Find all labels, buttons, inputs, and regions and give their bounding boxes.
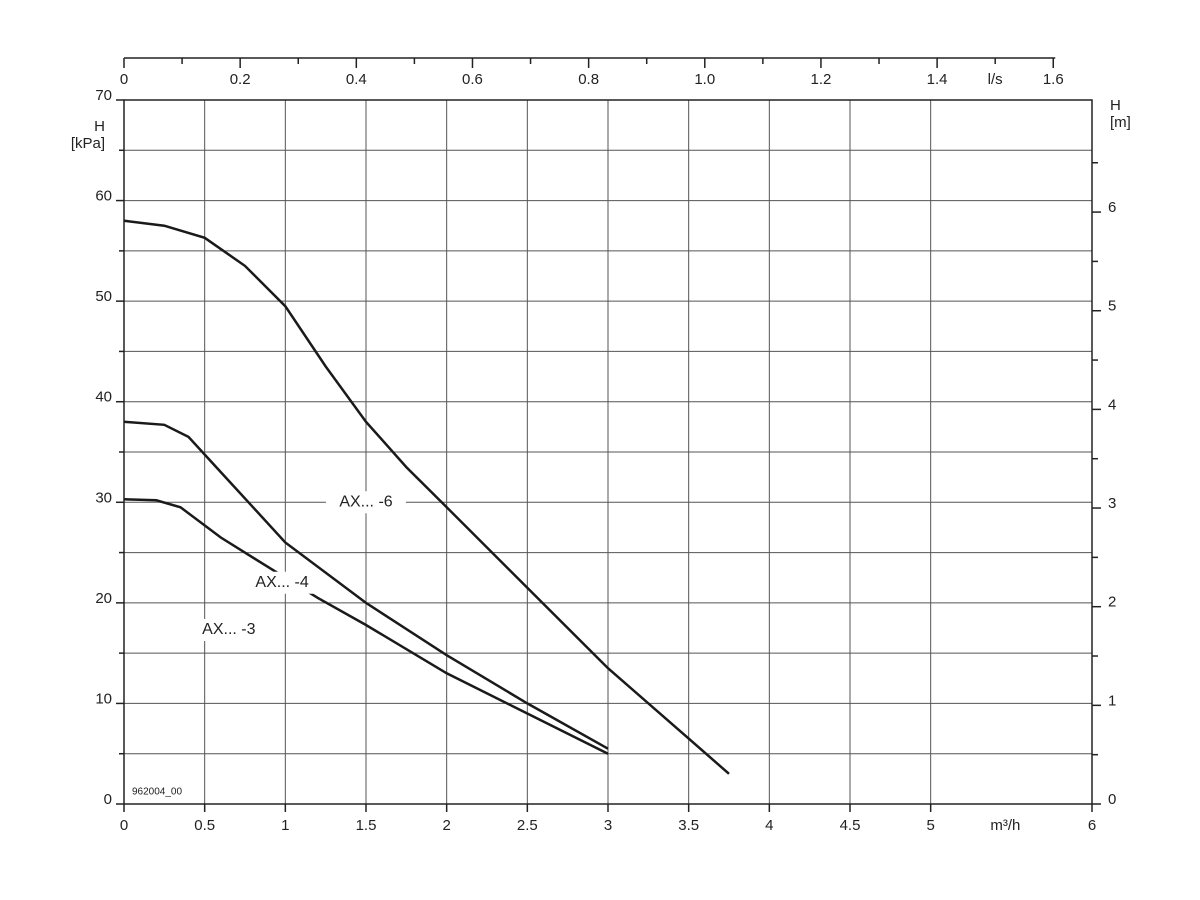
series-label: AX... -6	[339, 494, 392, 511]
plot-frame	[123, 99, 1093, 805]
x2-tick-label: 1.4	[927, 71, 948, 88]
x-tick-label: 4.5	[840, 817, 861, 834]
y-tick-label: 30	[95, 489, 112, 506]
y-tick-label: 0	[104, 791, 112, 808]
y2-tick-label: 0	[1108, 791, 1116, 808]
curve	[123, 420, 609, 750]
x-tick-label: 3.5	[678, 817, 699, 834]
label-bg	[188, 619, 269, 642]
y2-axis-label: [m]	[1110, 114, 1131, 131]
y-tick-label: 10	[95, 690, 112, 707]
series-label: AX... -4	[255, 574, 308, 591]
x-tick-label: 0	[120, 817, 128, 834]
x2-tick-label: 0.6	[462, 71, 483, 88]
x-tick-label: 5	[926, 817, 934, 834]
y-tick-label: 40	[95, 389, 112, 406]
y-tick-label: 60	[95, 188, 112, 205]
y-axis-label: H	[94, 118, 105, 135]
x-tick-label: 0.5	[194, 817, 215, 834]
label-bg	[326, 491, 406, 514]
x-tick-label: 1.5	[356, 817, 377, 834]
y-tick-label: 70	[95, 87, 112, 104]
x-tick-label: 6	[1088, 817, 1096, 834]
y2-tick-label: 1	[1108, 692, 1116, 709]
y2-axis-label: H	[1110, 97, 1121, 114]
y2-tick-label: 5	[1108, 298, 1116, 315]
y-axis-label: [kPa]	[71, 135, 105, 152]
x2-tick-label: 0.2	[230, 71, 251, 88]
y2-tick-label: 3	[1108, 495, 1116, 512]
x2-tick-label: 1.0	[694, 71, 715, 88]
series-label: AX... -3	[202, 621, 255, 638]
y-tick-label: 20	[95, 590, 112, 607]
x-tick-label: 2	[442, 817, 450, 834]
curve	[123, 219, 730, 775]
label-bg	[242, 571, 323, 594]
annotation: 962004_00	[132, 787, 182, 798]
x2-tick-label: 0.4	[346, 71, 367, 88]
x-axis-label: m³/h	[990, 817, 1020, 834]
y2-tick-label: 6	[1108, 199, 1116, 216]
x2-tick-label: 1.2	[811, 71, 832, 88]
y2-tick-label: 4	[1108, 396, 1116, 413]
x-tick-label: 4	[765, 817, 773, 834]
x2-tick-label: 0	[120, 71, 128, 88]
y2-tick-label: 2	[1108, 594, 1116, 611]
x2-axis-label: l/s	[988, 71, 1003, 88]
x-tick-label: 3	[604, 817, 612, 834]
x-tick-label: 2.5	[517, 817, 538, 834]
x2-tick-label: 0.8	[578, 71, 599, 88]
x2-tick-label: 1.6	[1043, 71, 1064, 88]
y-tick-label: 50	[95, 288, 112, 305]
x-tick-label: 1	[281, 817, 289, 834]
